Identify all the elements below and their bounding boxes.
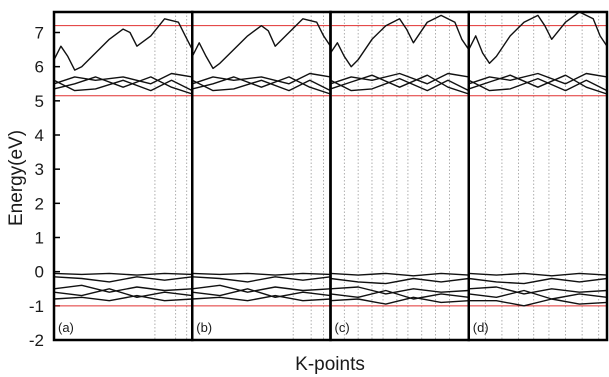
band-line: [330, 289, 469, 300]
panel-label: (b): [196, 320, 212, 335]
band-line: [330, 277, 469, 285]
y-tick-label: 7: [35, 24, 44, 43]
band-line: [330, 74, 470, 95]
band-line: [192, 284, 331, 293]
panel-c: (c): [329, 10, 470, 342]
band-line: [53, 284, 193, 293]
band-line: [468, 11, 608, 64]
y-tick-label: 4: [35, 126, 44, 145]
band-line: [330, 296, 469, 305]
band-line: [330, 77, 470, 92]
band-line: [191, 79, 331, 92]
panel-a: (a): [52, 10, 194, 342]
band-line: [468, 289, 608, 300]
y-tick-label: -1: [29, 297, 44, 316]
band-line: [192, 272, 331, 276]
y-tick-label: 6: [35, 58, 44, 77]
band-line: [53, 76, 193, 95]
band-line: [468, 286, 608, 295]
panel-label: (d): [473, 320, 489, 335]
band-line: [53, 288, 193, 298]
panel-label: (c): [335, 320, 350, 335]
band-line: [468, 72, 608, 85]
band-line: [330, 286, 469, 295]
panel-frame: [191, 10, 332, 342]
band-line: [192, 288, 331, 298]
band-line: [192, 76, 331, 95]
band-line: [53, 276, 193, 283]
panel-d: (d): [467, 10, 609, 342]
band-line: [53, 272, 193, 276]
band-line: [468, 77, 608, 92]
band-line: [192, 276, 331, 283]
band-line: [329, 14, 470, 68]
band-line: [53, 72, 193, 85]
band-line: [468, 74, 608, 95]
panel-frame: [467, 10, 609, 342]
panel-frame: [52, 10, 194, 342]
band-line: [192, 294, 331, 302]
band-line: [53, 79, 193, 92]
band-line: [330, 72, 469, 85]
band-line: [53, 294, 193, 302]
band-line: [330, 272, 469, 277]
panel-b: (b): [191, 10, 332, 342]
band-line: [468, 277, 608, 285]
band-line: [468, 272, 608, 277]
y-tick-label: 5: [35, 92, 44, 111]
y-tick-label: 0: [35, 263, 44, 282]
band-line: [191, 18, 332, 70]
band-line: [468, 298, 608, 307]
panel-label: (a): [58, 320, 74, 335]
y-tick-label: -2: [29, 331, 44, 350]
y-tick-label: 3: [35, 160, 44, 179]
band-line: [53, 18, 193, 71]
y-tick-label: 1: [35, 229, 44, 248]
plot-area: 7 6 5 4 3 2 1 0 -1 -2 (a) (b) (c) (d): [29, 10, 609, 350]
band-line: [192, 72, 331, 85]
y-axis-label: Energy(eV): [6, 130, 27, 226]
x-axis-label: K-points: [295, 354, 365, 375]
y-tick-label: 2: [35, 194, 44, 213]
